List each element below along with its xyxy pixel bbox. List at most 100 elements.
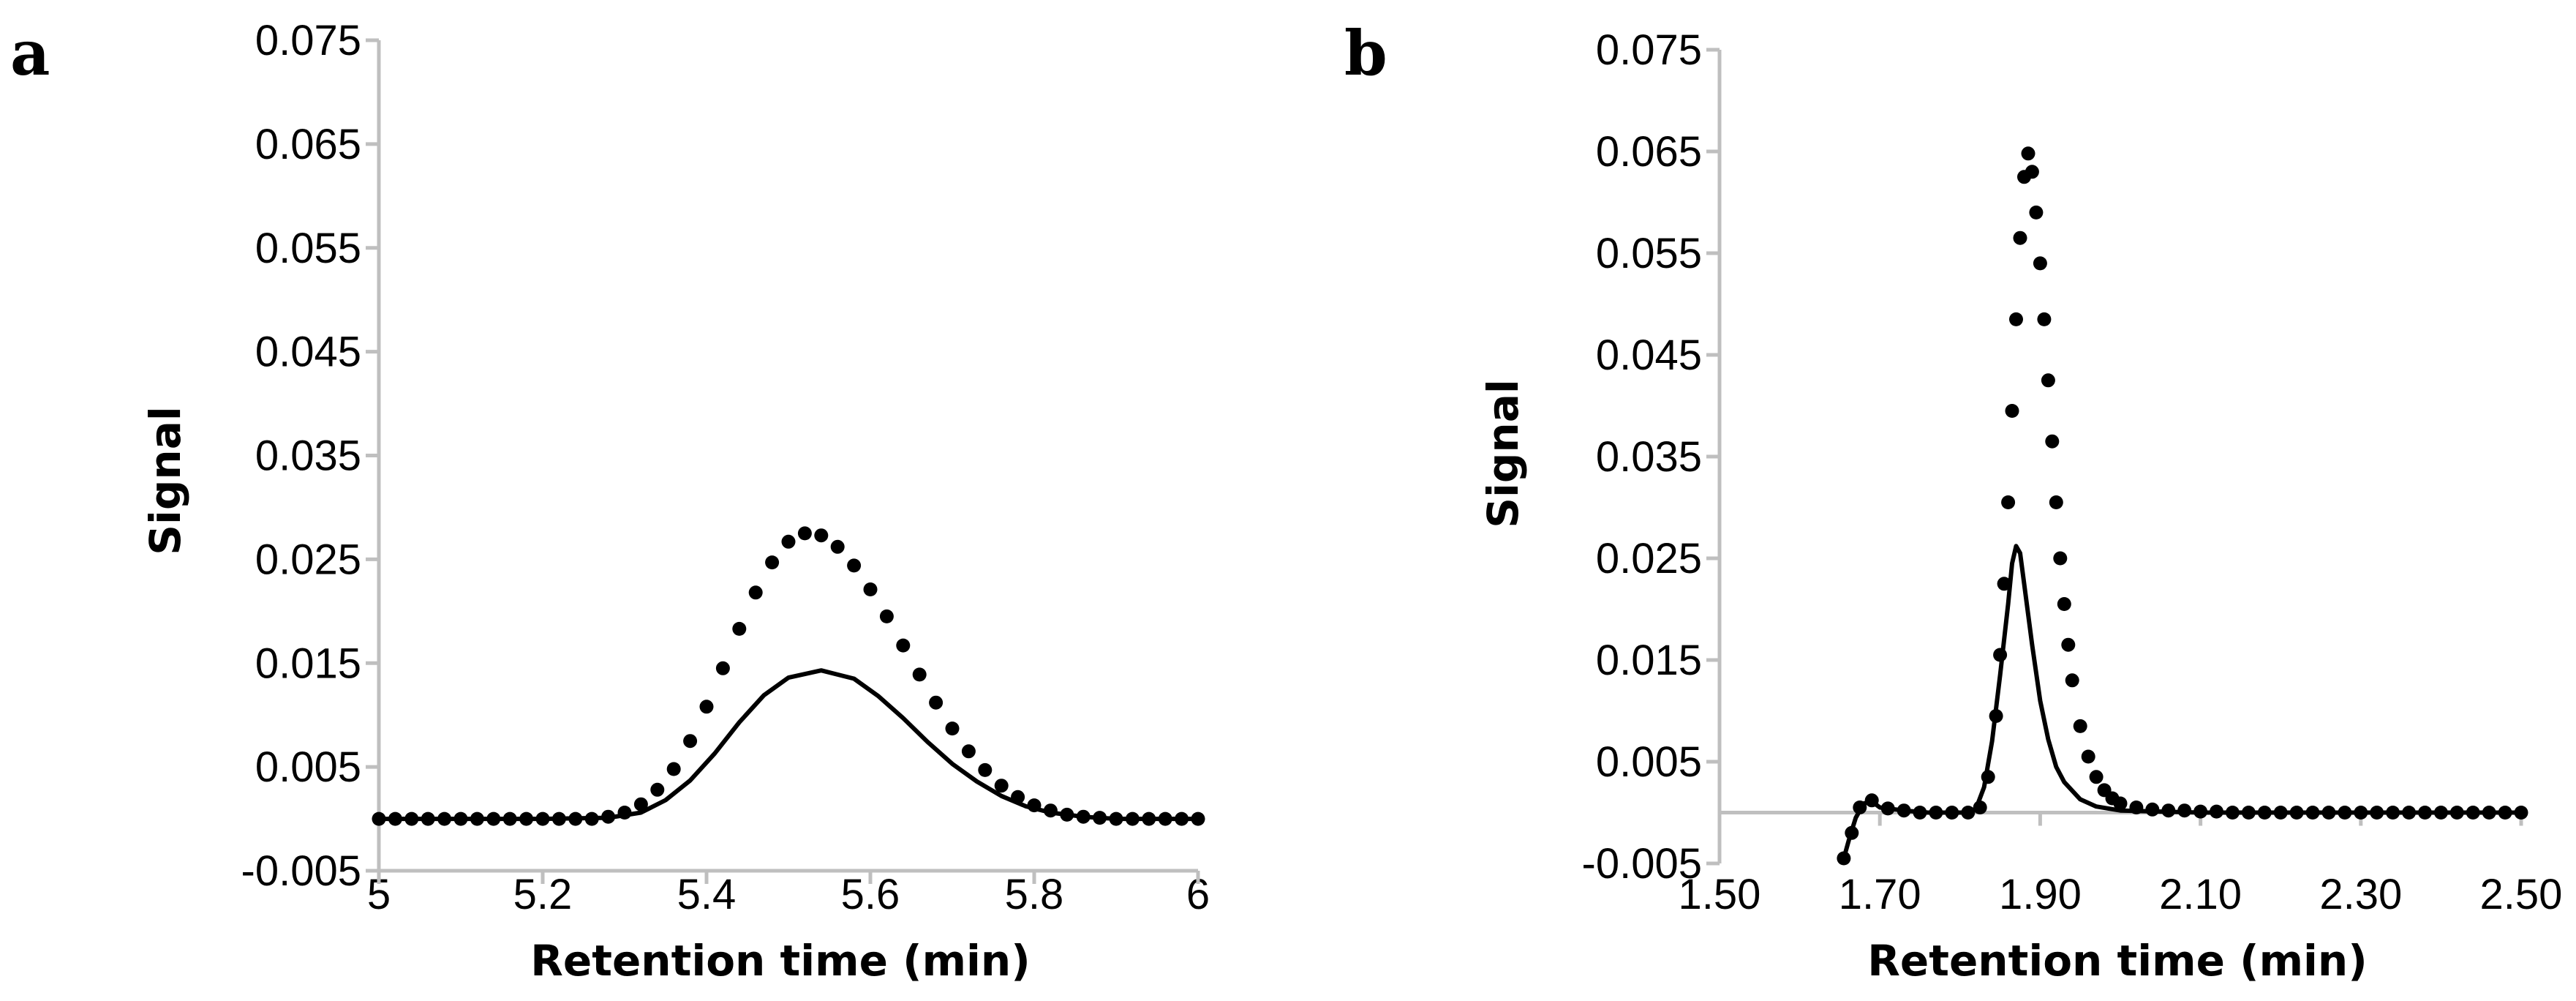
panel-a-data-point bbox=[715, 661, 730, 675]
panel-b-data-point bbox=[2193, 804, 2208, 819]
panel-b-data-point bbox=[2210, 804, 2223, 819]
panel-a-data-point bbox=[699, 700, 714, 714]
panel-a-chart: a 0.0750.0650.0550.0450.0350.0250.0150.0… bbox=[10, 17, 1210, 986]
panel-a-x-tick-labels: 5 5.2 5.4 5.6 5.8 6 bbox=[367, 871, 1210, 918]
panel-a-data-point bbox=[994, 779, 1009, 793]
panel-a-data-point bbox=[633, 797, 648, 811]
panel-b-data-point bbox=[2021, 146, 2035, 161]
panel-b-data-point bbox=[2161, 803, 2176, 818]
panel-b-data-point bbox=[2013, 230, 2027, 245]
panel-a-y-tick-label: -0.005 bbox=[241, 847, 361, 895]
panel-b-x-tick-label: 1.90 bbox=[1999, 871, 2082, 918]
panel-a-data-point bbox=[584, 811, 599, 826]
panel-b-data-point bbox=[2005, 404, 2019, 418]
panel-b-y-tick-label: 0.075 bbox=[1596, 26, 1702, 74]
panel-b-data-point bbox=[2321, 806, 2336, 820]
panel-b-x-axis-title: Retention time (min) bbox=[1867, 936, 2367, 986]
panel-a-y-tick-label: 0.025 bbox=[255, 536, 361, 583]
panel-b-letter: b bbox=[1344, 17, 1387, 89]
panel-a-data-point bbox=[551, 811, 566, 826]
panel-b-data-point bbox=[2113, 796, 2128, 811]
panel-a-data-point bbox=[437, 811, 452, 826]
panel-b-data-point bbox=[1973, 801, 1987, 814]
panel-b-data-point bbox=[2081, 749, 2095, 764]
panel-a-data-point bbox=[683, 734, 698, 749]
panel-b-data-point bbox=[1997, 577, 2011, 591]
panel-b-data-point bbox=[1945, 806, 1959, 820]
panel-b-data-point bbox=[2449, 806, 2464, 820]
panel-b-data-point bbox=[2025, 165, 2039, 179]
panel-b-data-point bbox=[2177, 803, 2192, 818]
panel-b-data-point bbox=[2466, 806, 2480, 820]
panel-a-data-point bbox=[765, 555, 780, 570]
panel-b-y-tick-label: 0.015 bbox=[1596, 637, 1702, 684]
panel-a-data-point bbox=[847, 558, 862, 573]
panel-b-x-tick-label: 2.10 bbox=[2159, 871, 2242, 918]
panel-b-data-point bbox=[1853, 801, 1867, 814]
panel-b-data-point bbox=[2289, 806, 2304, 820]
panel-b-data-point bbox=[1880, 801, 1895, 816]
panel-a-data-point bbox=[1142, 811, 1156, 826]
panel-a-y-tick-label: 0.035 bbox=[255, 432, 361, 480]
panel-b-data-point bbox=[2305, 806, 2320, 820]
panel-b-data-point bbox=[1993, 648, 2008, 662]
panel-a-data-point bbox=[1011, 790, 1025, 804]
panel-a-data-point bbox=[830, 539, 845, 554]
panel-b-data-point bbox=[1845, 825, 1859, 840]
panel-b-chart: b 0.0750.0650.0550.0450.0350.0250.0150.0… bbox=[1344, 17, 2562, 986]
panel-a-letter: a bbox=[10, 17, 50, 89]
panel-a-data-point bbox=[1158, 811, 1172, 826]
panel-b-data-point bbox=[2037, 312, 2052, 326]
panel-a-data-point bbox=[453, 811, 468, 826]
panel-a-data-point bbox=[502, 811, 517, 826]
panel-b-data-point bbox=[1897, 803, 1911, 818]
panel-b-data-point bbox=[1913, 806, 1927, 820]
panel-a-data-point bbox=[421, 811, 435, 826]
panel-a-data-point bbox=[1027, 798, 1042, 813]
panel-b-data-point bbox=[2433, 806, 2448, 820]
panel-a-data-point bbox=[1191, 811, 1205, 826]
panel-b-data-point bbox=[1961, 806, 1976, 820]
panel-a-data-point bbox=[519, 811, 534, 826]
panel-a-data-point bbox=[797, 526, 812, 541]
panel-b-data-point bbox=[2514, 806, 2528, 820]
panel-a-data-point bbox=[929, 695, 944, 710]
panel-a-y-tick-label: 0.065 bbox=[255, 121, 361, 168]
panel-b-data-point bbox=[2338, 806, 2352, 820]
panel-b-y-tick-label: 0.045 bbox=[1596, 331, 1702, 379]
panel-a-y-tick-label: 0.075 bbox=[255, 17, 361, 64]
panel-b-data-point bbox=[2354, 806, 2368, 820]
panel-a-data-point bbox=[470, 811, 484, 826]
panel-b-series-dotted bbox=[1837, 146, 2528, 866]
panel-b-y-axis-title: Signal bbox=[1478, 379, 1528, 528]
panel-b-data-point bbox=[2257, 806, 2272, 820]
panel-a-data-point bbox=[1093, 811, 1107, 825]
panel-a-data-point bbox=[781, 534, 796, 549]
panel-b-data-point bbox=[2073, 719, 2087, 733]
panel-b-y-tick-label: 0.055 bbox=[1596, 230, 1702, 277]
panel-a-data-point bbox=[1060, 807, 1074, 822]
panel-a-data-point bbox=[372, 811, 386, 826]
panel-b-data-point bbox=[2053, 551, 2068, 566]
panel-b-data-point bbox=[2045, 434, 2060, 449]
panel-b-y-tick-label: 0.065 bbox=[1596, 128, 1702, 176]
panel-b-data-point bbox=[2041, 373, 2055, 388]
panel-a-data-point bbox=[486, 811, 501, 826]
panel-b-data-point bbox=[2057, 597, 2071, 611]
panel-b-x-tick-label: 2.50 bbox=[2480, 871, 2563, 918]
panel-a-data-point bbox=[650, 782, 665, 797]
panel-b-data-point bbox=[2061, 637, 2076, 652]
panel-a-series-dotted bbox=[372, 526, 1205, 826]
panel-a-data-point bbox=[945, 721, 960, 736]
panel-b-y-tick-label: 0.025 bbox=[1596, 535, 1702, 582]
panel-a-data-point bbox=[404, 811, 419, 826]
panel-b-data-point bbox=[1864, 793, 1879, 808]
panel-a-data-point bbox=[912, 667, 927, 682]
panel-b-data-point bbox=[2241, 806, 2256, 820]
panel-b-data-point bbox=[1837, 851, 1851, 866]
panel-b-data-point bbox=[2273, 806, 2288, 820]
panel-b-data-point bbox=[2029, 205, 2044, 220]
panel-b-y-tick-label: 0.035 bbox=[1596, 433, 1702, 481]
panel-b-x-tick-label: 1.50 bbox=[1679, 871, 1761, 918]
